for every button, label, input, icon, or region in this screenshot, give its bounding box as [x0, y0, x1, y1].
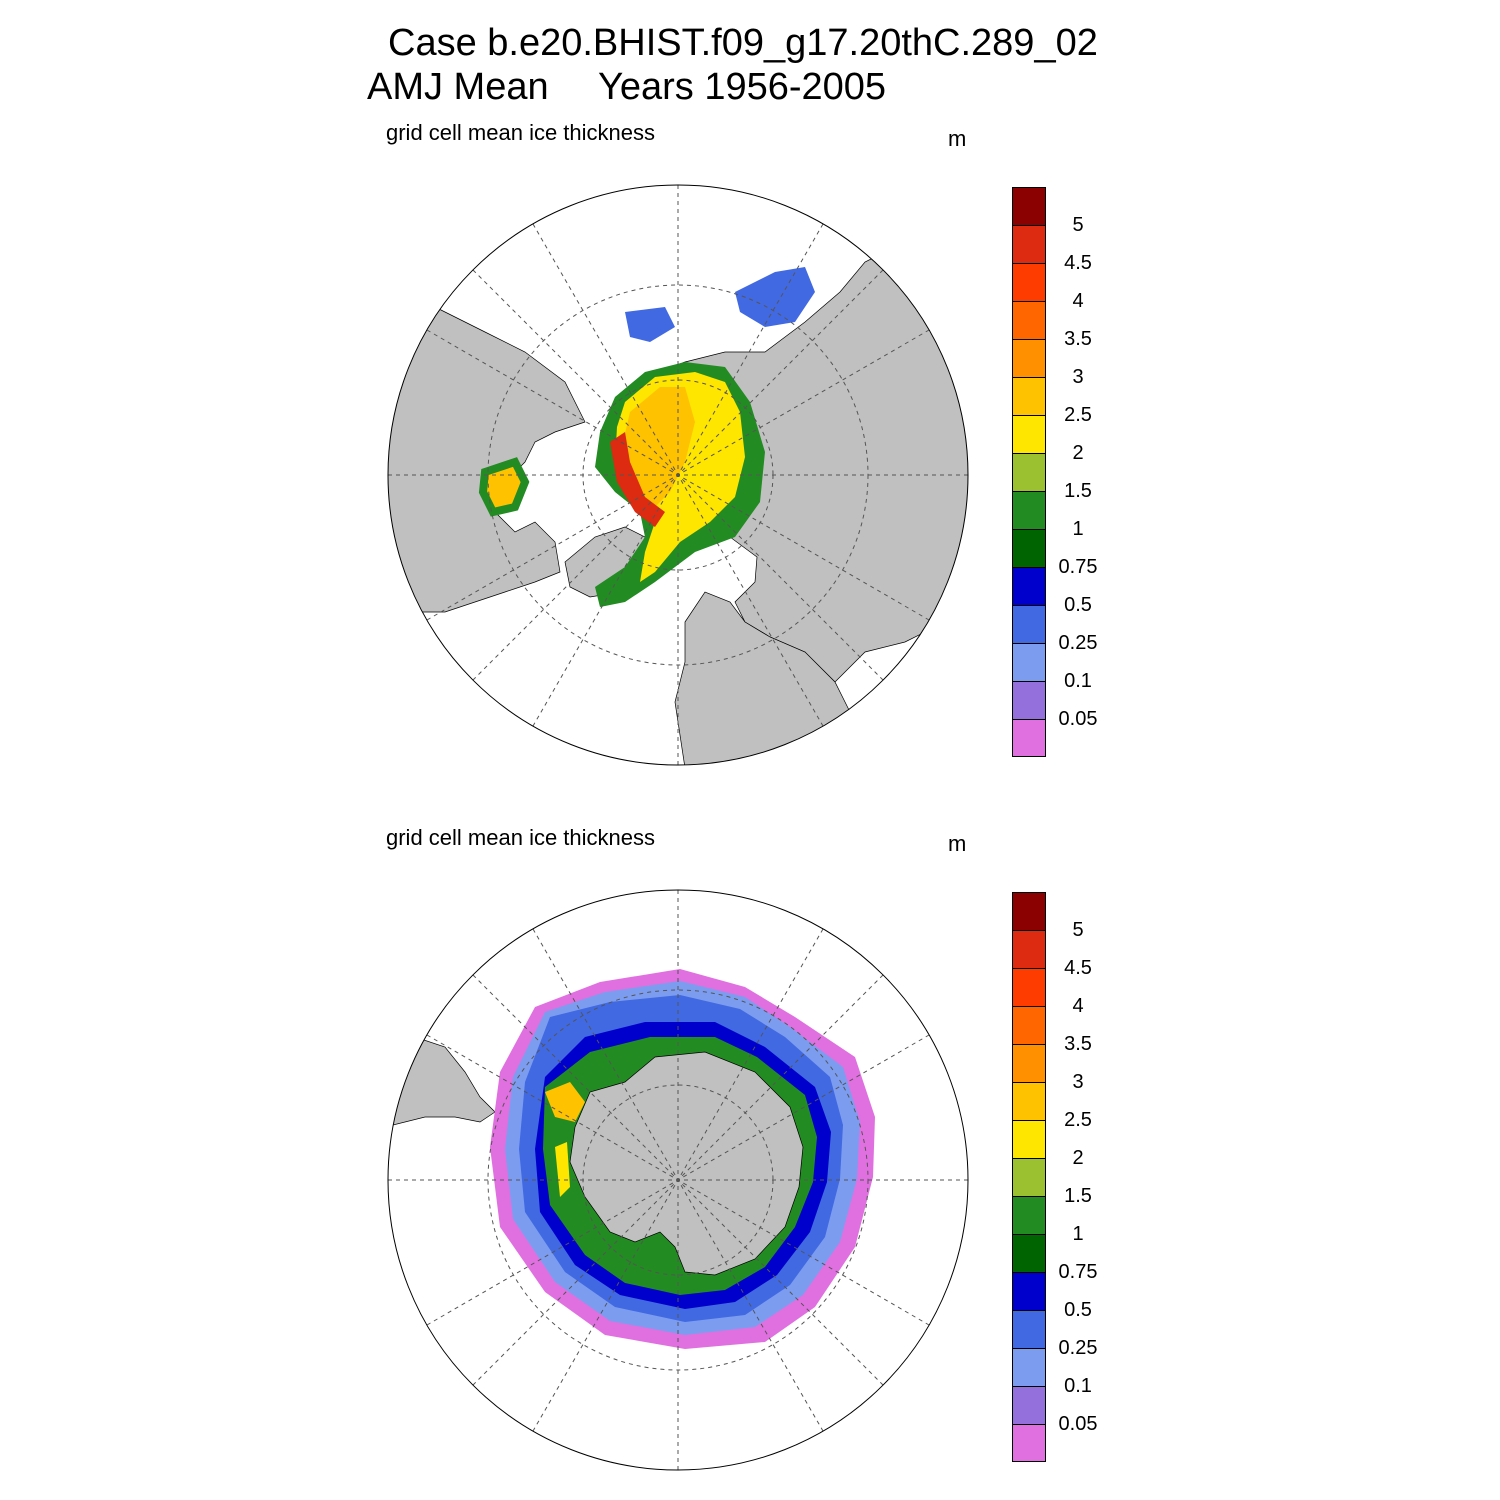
south-colorbar-swatch [1012, 892, 1046, 930]
years-label: Years 1956-2005 [598, 66, 887, 108]
north-colorbar-tick-label: 0.1 [1064, 670, 1092, 692]
bellingshausen-ice [555, 1142, 570, 1197]
north-colorbar-swatch [1012, 377, 1046, 415]
south-colorbar-swatch [1012, 1120, 1046, 1158]
south-colorbar-swatch [1012, 1196, 1046, 1234]
north-colorbar-tick-label: 4.5 [1064, 252, 1092, 274]
north-colorbar-tick-label: 0.75 [1058, 556, 1098, 578]
south-colorbar-swatch [1012, 1158, 1046, 1196]
north-colorbar-tick-label: 3 [1072, 366, 1084, 388]
south-colorbar [1012, 892, 1046, 1462]
antarctic-map [387, 889, 969, 1471]
north-colorbar-tick-label: 1 [1072, 518, 1084, 540]
south-colorbar-swatch [1012, 1006, 1046, 1044]
south-colorbar-swatch [1012, 1424, 1046, 1462]
north-colorbar-swatch [1012, 529, 1046, 567]
south-colorbar-tick-label: 0.25 [1058, 1337, 1098, 1359]
south-colorbar-tick-label: 0.75 [1058, 1261, 1098, 1283]
hudson-ice [478, 457, 530, 517]
south-colorbar-swatch [1012, 1310, 1046, 1348]
north-colorbar-tick-label: 2.5 [1064, 404, 1092, 426]
south-colorbar-swatch [1012, 1348, 1046, 1386]
south-panel-label: grid cell mean ice thickness [386, 825, 656, 850]
north-colorbar-swatch [1012, 187, 1046, 225]
north-colorbar-tick-label: 2 [1072, 442, 1084, 464]
south-colorbar-tick-label: 3 [1072, 1071, 1084, 1093]
bering-ice [735, 267, 815, 327]
north-colorbar-swatch [1012, 605, 1046, 643]
north-colorbar-swatch [1012, 643, 1046, 681]
south-colorbar-tick-label: 4.5 [1064, 957, 1092, 979]
arctic-ice-core [610, 432, 665, 527]
okhotsk-ice [625, 307, 675, 342]
south-colorbar-tick-label: 1 [1072, 1223, 1084, 1245]
south-colorbar-swatch [1012, 1044, 1046, 1082]
south-colorbar-tick-label: 2 [1072, 1147, 1084, 1169]
south-colorbar-swatch [1012, 968, 1046, 1006]
south-colorbar-tick-label: 1.5 [1064, 1185, 1092, 1207]
season-label: AMJ Mean [367, 66, 549, 108]
south-colorbar-swatch [1012, 1082, 1046, 1120]
south-colorbar-swatch [1012, 930, 1046, 968]
south-units-label: m [948, 831, 967, 856]
north-colorbar-tick-label: 5 [1072, 214, 1084, 236]
north-panel-label: grid cell mean ice thickness [386, 120, 656, 145]
north-colorbar-swatch [1012, 301, 1046, 339]
weddell-ice [545, 1082, 585, 1122]
arctic-map [387, 184, 969, 766]
south-colorbar-tick-label: 2.5 [1064, 1109, 1092, 1131]
south-colorbar-swatch [1012, 1234, 1046, 1272]
north-colorbar-swatch [1012, 339, 1046, 377]
north-colorbar-tick-label: 1.5 [1064, 480, 1092, 502]
north-colorbar-tick-label: 4 [1072, 290, 1084, 312]
north-america-land [388, 281, 586, 613]
north-colorbar-swatch [1012, 681, 1046, 719]
south-colorbar-swatch [1012, 1386, 1046, 1424]
north-colorbar-tick-label: 3.5 [1064, 328, 1092, 350]
north-colorbar-swatch [1012, 263, 1046, 301]
south-colorbar-tick-label: 3.5 [1064, 1033, 1092, 1055]
south-colorbar-tick-label: 4 [1072, 995, 1084, 1017]
north-colorbar-tick-label: 0.05 [1058, 708, 1098, 730]
south-colorbar-tick-label: 0.1 [1064, 1375, 1092, 1397]
north-colorbar-swatch [1012, 719, 1046, 757]
south-colorbar-tick-label: 0.5 [1064, 1299, 1092, 1321]
north-colorbar-swatch [1012, 415, 1046, 453]
north-colorbar-tick-label: 0.25 [1058, 632, 1098, 654]
north-colorbar-swatch [1012, 567, 1046, 605]
south-colorbar-swatch [1012, 1272, 1046, 1310]
north-colorbar-swatch [1012, 225, 1046, 263]
case-title: Case b.e20.BHIST.f09_g17.20thC.289_02 [388, 22, 1098, 64]
north-colorbar-tick-label: 0.5 [1064, 594, 1092, 616]
north-units-label: m [948, 126, 967, 151]
antarctica-land [569, 1051, 804, 1276]
south-colorbar-tick-label: 0.05 [1058, 1413, 1098, 1435]
north-colorbar-swatch [1012, 491, 1046, 529]
south-colorbar-tick-label: 5 [1072, 919, 1084, 941]
north-colorbar [1012, 187, 1046, 757]
arctic-ice-thick [623, 387, 695, 512]
north-colorbar-swatch [1012, 453, 1046, 491]
